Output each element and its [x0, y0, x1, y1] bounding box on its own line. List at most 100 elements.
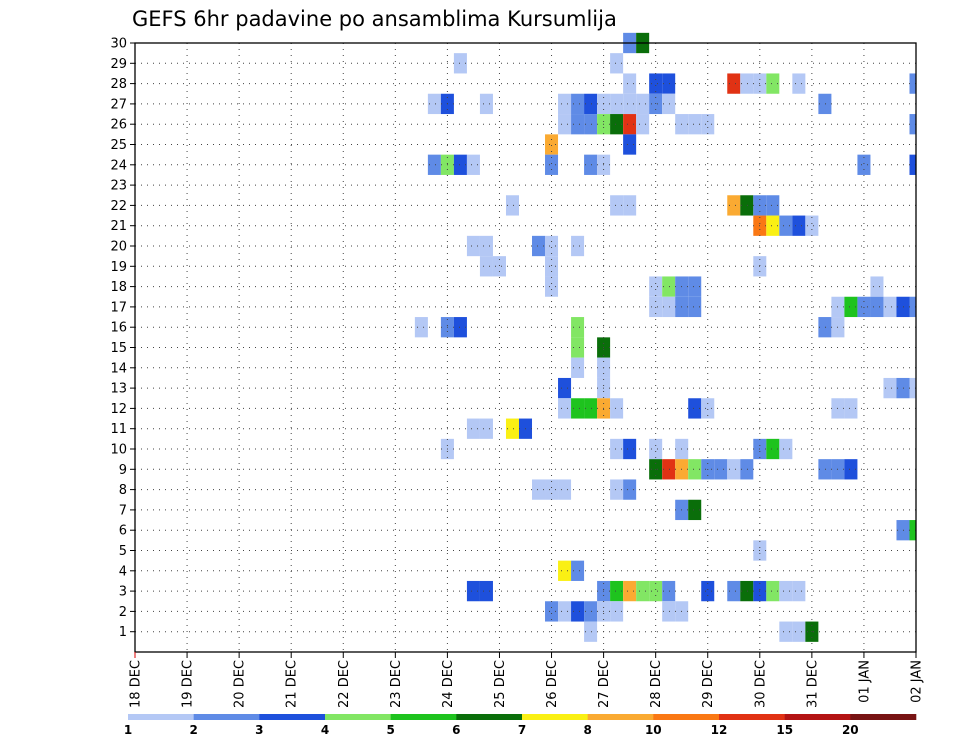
heatmap-cell: [766, 215, 780, 236]
heatmap-cell: [649, 276, 663, 297]
y-tick-label: 18: [110, 280, 127, 295]
heatmap-cell: [662, 459, 676, 480]
colorbar-swatch: [653, 714, 720, 720]
heatmap-cell: [662, 580, 676, 602]
heatmap-cell: [479, 256, 493, 277]
heatmap-cell: [545, 256, 559, 277]
y-tick-label: 22: [110, 199, 127, 214]
heatmap-cell: [662, 601, 676, 622]
heatmap-cell: [727, 459, 741, 480]
heatmap-cell: [584, 114, 598, 135]
heatmap-cell: [558, 479, 572, 500]
heatmap-cell: [623, 195, 637, 216]
heatmap-cell: [649, 438, 663, 460]
y-tick-label: 1: [119, 625, 127, 640]
colorbar-swatch: [325, 714, 391, 720]
y-axis: 1234567891011121314151617181920212223242…: [110, 37, 135, 640]
heatmap-cell: [662, 93, 676, 115]
colorbar-label: 4: [321, 723, 329, 737]
x-tick-label: 23 DEC: [389, 660, 404, 708]
heatmap-cell: [571, 601, 585, 622]
heatmap-cell: [571, 317, 585, 338]
heatmap-cell: [584, 398, 598, 419]
heatmap-cell: [870, 276, 884, 297]
heatmap-cell: [766, 195, 780, 216]
y-tick-label: 25: [110, 138, 127, 153]
heatmap-cell: [662, 73, 676, 94]
y-tick-label: 19: [110, 260, 127, 275]
heatmap-cell: [792, 621, 806, 642]
x-axis: 18 DEC 19 DEC 20 DEC 21 DEC 22 DEC 23 DEC 24 D…: [129, 652, 925, 708]
heatmap-cell: [571, 357, 585, 378]
heatmap-cell: [466, 418, 480, 439]
heatmap-cell: [909, 73, 916, 94]
x-tick-label: 19 DEC: [181, 660, 196, 708]
heatmap-cell: [610, 580, 624, 602]
y-tick-label: 7: [119, 503, 127, 518]
heatmap-cell: [453, 154, 467, 175]
heatmap-cell: [623, 93, 637, 115]
heatmap-cell: [623, 134, 637, 155]
heatmap-cell: [532, 479, 546, 500]
heatmap-cell: [558, 114, 572, 135]
heatmap-cell: [584, 621, 598, 642]
heatmap-cell: [492, 256, 506, 277]
heatmap-cell: [610, 53, 624, 74]
y-tick-label: 12: [110, 402, 127, 417]
x-tick-label: 26 DEC: [545, 660, 560, 708]
heatmap-cell: [649, 580, 663, 602]
heatmap-cell: [532, 235, 546, 257]
heatmap-cell: [870, 296, 884, 318]
gridlines: [135, 42, 916, 652]
heatmap-cell: [688, 296, 702, 318]
heatmap-cell: [909, 154, 916, 175]
x-tick-label: 02 JAN: [910, 660, 925, 703]
heatmap-cell: [505, 418, 519, 439]
heatmap-cell: [636, 114, 650, 135]
heatmap-cell: [844, 296, 858, 318]
colorbar-label: 20: [842, 723, 859, 737]
heatmap-cell: [545, 276, 559, 297]
heatmap-cell: [610, 114, 624, 135]
heatmap-cell: [558, 601, 572, 622]
heatmap-cell: [766, 438, 780, 460]
y-tick-label: 2: [119, 605, 127, 620]
heatmap-cell: [740, 580, 754, 602]
heatmap-cell: [571, 398, 585, 419]
y-tick-label: 14: [110, 361, 127, 376]
heatmap-cell: [466, 235, 480, 257]
heatmap-cell: [584, 154, 598, 175]
heatmap-cell: [558, 377, 572, 399]
heatmap-cell: [558, 398, 572, 419]
heatmap-cell: [779, 215, 793, 236]
heatmap-cell: [701, 398, 715, 419]
heatmap-cell: [818, 317, 832, 338]
x-tick-label: 31 DEC: [805, 660, 820, 708]
heatmap-cell: [688, 114, 702, 135]
heatmap-cell: [453, 53, 467, 74]
heatmap-cell: [466, 154, 480, 175]
heatmap-cell: [883, 377, 897, 399]
heatmap-cell: [792, 73, 806, 94]
heatmap-cell: [623, 479, 637, 500]
heatmap-cell: [909, 114, 916, 135]
heatmap-cell: [571, 560, 585, 581]
colorbar-label: 8: [584, 723, 592, 737]
heatmap-cell: [545, 479, 559, 500]
heatmap-cell: [779, 580, 793, 602]
colorbar-label: 15: [776, 723, 793, 737]
y-tick-label: 9: [119, 463, 127, 478]
heatmap-cell: [818, 459, 832, 480]
y-tick-label: 17: [110, 300, 127, 315]
heatmap-cell: [479, 418, 493, 439]
heatmap-cell: [779, 621, 793, 642]
y-tick-label: 20: [110, 240, 127, 255]
y-tick-label: 3: [119, 585, 127, 600]
heatmap-cell: [818, 93, 832, 115]
y-tick-label: 11: [110, 422, 127, 437]
y-tick-label: 10: [110, 443, 127, 458]
colorbar-label: 12: [711, 723, 728, 737]
heatmap-cell: [414, 317, 428, 338]
y-tick-label: 23: [110, 179, 127, 194]
colorbar-swatch: [719, 714, 785, 720]
